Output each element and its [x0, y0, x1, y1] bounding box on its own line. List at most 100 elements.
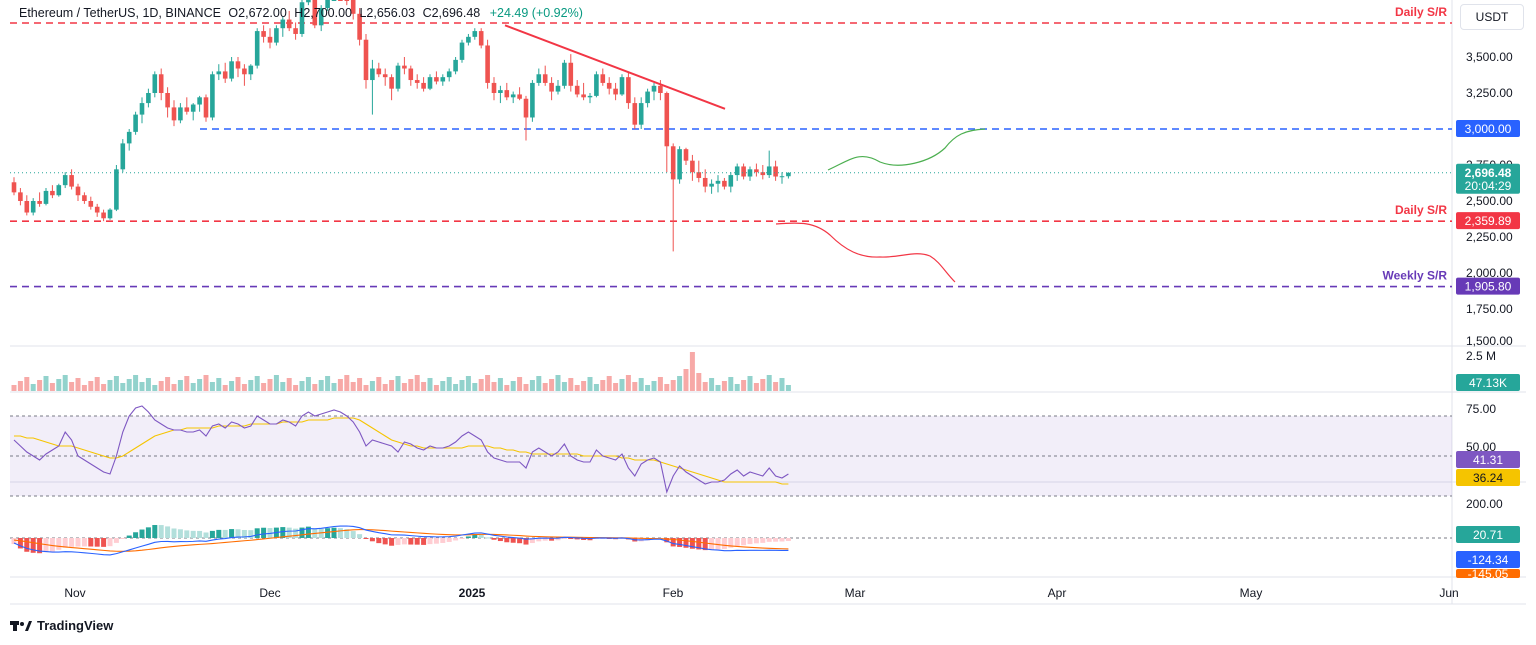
volume-bar	[446, 377, 452, 391]
volume-bar	[760, 379, 766, 391]
volume-bar	[536, 376, 542, 391]
volume-bar	[382, 384, 388, 391]
candle-body	[645, 91, 650, 104]
macd-histogram-bar	[517, 538, 523, 544]
candle-body	[50, 190, 55, 196]
volume-bar	[62, 375, 68, 391]
time-axis-label: Mar	[845, 586, 866, 600]
currency-unit-button[interactable]: USDT	[1460, 4, 1524, 30]
candle-body	[312, 0, 318, 26]
macd-line	[13, 525, 789, 556]
price-tick-label: 2,000.00	[1466, 266, 1513, 280]
volume-bar	[453, 384, 459, 391]
macd-histogram-bar	[363, 538, 369, 539]
candle-body	[651, 85, 657, 92]
macd-histogram-bar	[785, 538, 791, 542]
volume-bar	[94, 377, 100, 391]
volume-bar	[248, 380, 254, 391]
volume-bar	[529, 380, 535, 391]
candle-body	[357, 13, 362, 40]
volume-bar	[350, 382, 356, 391]
volume-bar	[197, 379, 203, 391]
volume-bar	[747, 376, 753, 391]
volume-bar	[357, 378, 363, 391]
volume-bar	[696, 373, 702, 391]
macd-histogram-bar	[600, 538, 606, 539]
candle-body	[760, 172, 766, 176]
volume-bar	[632, 382, 638, 391]
macd-histogram-bar	[30, 538, 36, 553]
macd-histogram-bar	[280, 527, 286, 538]
volume-bar	[497, 378, 503, 391]
candle-body	[376, 68, 382, 75]
candle-body	[24, 201, 30, 213]
candle-body	[280, 19, 286, 29]
volume-bar	[158, 381, 164, 391]
macd-histogram-bar	[446, 538, 452, 542]
candle-body	[382, 74, 388, 78]
macd-histogram-bar	[689, 538, 695, 549]
candle-body	[440, 77, 446, 82]
volume-bar	[229, 381, 235, 391]
volume-bar	[625, 375, 631, 391]
volume-bar	[683, 369, 689, 391]
candle-body	[421, 82, 426, 89]
rsi-tag	[1456, 451, 1520, 468]
candle-body	[619, 77, 625, 95]
macd-histogram-bar	[504, 538, 510, 543]
candle-body	[139, 103, 145, 115]
macd-histogram-bar	[542, 538, 548, 541]
candle-body	[261, 31, 266, 37]
macd-histogram-bar	[171, 528, 177, 538]
volume-bar	[318, 380, 324, 391]
macd-histogram-bar	[344, 529, 350, 538]
macd-histogram-bar	[81, 538, 87, 547]
macd-histogram-bar	[145, 527, 151, 538]
macd-signal-value-label: -145.05	[1468, 567, 1509, 581]
brand-logo[interactable]: TradingView	[10, 618, 113, 633]
volume-bar	[574, 385, 580, 391]
macd-histogram-bar	[702, 538, 708, 551]
volume-bar	[427, 378, 433, 391]
volume-bar	[286, 378, 292, 391]
macd-histogram-bar	[229, 529, 235, 538]
volume-bar	[408, 379, 414, 391]
macd-histogram-bar	[190, 530, 196, 538]
macd-histogram-bar	[62, 538, 68, 548]
candle-body	[709, 183, 714, 187]
macd-histogram-bar	[37, 538, 43, 554]
macd-histogram-bar	[753, 538, 759, 544]
candle-body	[574, 85, 580, 95]
candle-body	[267, 36, 273, 43]
macd-histogram-bar	[440, 538, 446, 543]
macd-histogram-bar	[261, 527, 267, 538]
macd-histogram-bar	[203, 532, 209, 538]
volume-tag	[1456, 374, 1520, 391]
volume-bar	[389, 380, 395, 391]
volume-bar	[43, 376, 49, 391]
candle-body	[715, 180, 721, 184]
macd-histogram-bar	[331, 527, 337, 538]
candle-body	[779, 176, 785, 178]
volume-bar	[779, 378, 785, 391]
macd-histogram-bar	[664, 538, 670, 543]
macd-histogram-bar	[529, 538, 535, 544]
macd-signal-line	[13, 529, 789, 552]
macd-tag	[1456, 551, 1520, 568]
candle-body	[427, 77, 433, 89]
volume-bar	[651, 381, 657, 391]
macd-histogram-bar	[376, 538, 382, 544]
volume-bar	[472, 383, 478, 391]
candle-body	[478, 31, 484, 46]
volume-bar	[312, 384, 318, 391]
volume-bar	[171, 384, 177, 391]
volume-bar	[344, 375, 350, 391]
macd-histogram-bar	[126, 535, 132, 538]
candle-body	[562, 62, 567, 86]
volume-bar	[504, 385, 510, 391]
candle-body	[318, 8, 324, 26]
time-axis-label: Nov	[64, 586, 85, 600]
candle-body	[248, 65, 254, 75]
macd-histogram-bar	[24, 538, 30, 552]
macd-value-label: -124.34	[1468, 553, 1509, 567]
